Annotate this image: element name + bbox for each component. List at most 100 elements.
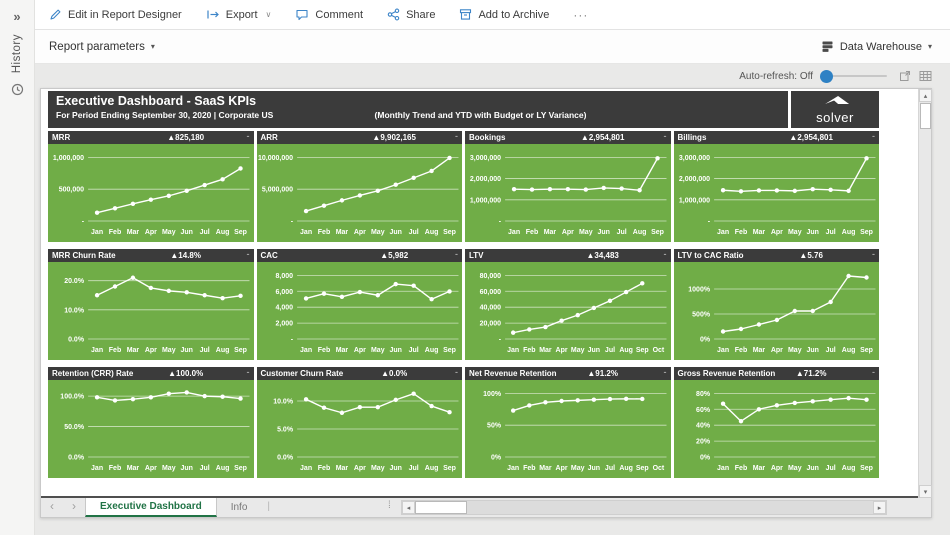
tile-menu[interactable]: - — [872, 131, 875, 141]
svg-text:Jun: Jun — [180, 347, 192, 354]
svg-text:Feb: Feb — [734, 347, 746, 354]
tabs-prev-icon[interactable]: ‹ — [50, 499, 54, 513]
tile-chart: 100% 50% 0% Jan Feb Mar Apr May Jun Jul Aug Sep Oct — [483, 391, 667, 472]
tile-menu[interactable]: - — [246, 367, 250, 377]
tile-menu[interactable]: - — [455, 367, 458, 377]
comment-button[interactable]: Comment — [295, 8, 363, 21]
svg-text:Jan: Jan — [91, 229, 103, 236]
svg-text:Mar: Mar — [127, 229, 140, 236]
svg-text:Feb: Feb — [317, 347, 329, 354]
tile-menu[interactable]: - — [872, 249, 875, 259]
tile-menu[interactable]: - — [663, 249, 667, 259]
tile-kpi-value: ▲2,954,801 — [789, 133, 833, 142]
history-label[interactable]: History — [11, 34, 23, 74]
svg-text:May: May — [579, 229, 593, 236]
svg-text:Aug: Aug — [424, 229, 438, 236]
data-source-selector[interactable]: Data Warehouse ▾ — [821, 40, 932, 53]
tile-header: ARR ▲9,902,165 - — [256, 131, 462, 144]
svg-text:Aug: Aug — [216, 347, 230, 354]
svg-text:Jul: Jul — [408, 465, 418, 472]
svg-text:May: May — [370, 229, 384, 236]
horizontal-scrollbar[interactable]: ◂ ▸ — [401, 500, 887, 515]
kpi-tile: LTV to CAC Ratio ▲5.76 - 1000% 500% 0% Jan Feb M… — [673, 249, 879, 360]
svg-text:Mar: Mar — [335, 465, 348, 472]
export-button[interactable]: Export ∨ — [206, 8, 271, 21]
tile-menu[interactable]: - — [455, 249, 458, 259]
splitter-handle[interactable]: ⁞ — [388, 500, 391, 511]
svg-text:Mar: Mar — [544, 229, 557, 236]
report-canvas: Executive Dashboard - SaaS KPIs For Peri… — [41, 89, 918, 498]
svg-text:May: May — [787, 229, 801, 236]
share-button[interactable]: Share — [387, 8, 435, 21]
svg-text:Jun: Jun — [588, 347, 600, 354]
svg-text:Apr: Apr — [556, 347, 568, 354]
scroll-up-icon[interactable]: ▴ — [919, 89, 932, 102]
svg-text:Jan: Jan — [300, 347, 312, 354]
kpi-tile: MRR Churn Rate ▲14.8% - 20.0% 10.0% 0.0% Jan Fe… — [48, 249, 254, 360]
scroll-right-icon[interactable]: ▸ — [873, 501, 886, 514]
tile-menu[interactable]: - — [872, 367, 875, 377]
svg-text:0.0%: 0.0% — [277, 455, 294, 462]
tile-chart: 10.0% 5.0% 0.0% Jan Feb Mar Apr May Jun Jul Aug Sep — [273, 391, 458, 472]
tile-header: Billings ▲2,954,801 - — [673, 131, 879, 144]
svg-text:40%: 40% — [696, 423, 711, 430]
report-period: For Period Ending September 30, 2020 | C… — [56, 110, 274, 120]
tab-info[interactable]: Info — [217, 498, 262, 517]
tile-chart: 20.0% 10.0% 0.0% Jan Feb Mar Apr May Jun Jul Aug Se… — [64, 275, 250, 354]
tile-menu[interactable]: - — [455, 131, 458, 141]
slider-knob[interactable] — [820, 69, 833, 83]
tab-executive-dashboard[interactable]: Executive Dashboard — [85, 498, 217, 517]
svg-text:Mar: Mar — [752, 229, 765, 236]
svg-text:10,000,000: 10,000,000 — [257, 155, 292, 162]
svg-text:Sep: Sep — [443, 465, 456, 472]
popout-icon[interactable] — [899, 70, 911, 82]
svg-text:Feb: Feb — [109, 347, 121, 354]
tile-header: Net Revenue Retention ▲91.2% - — [465, 367, 671, 380]
vertical-scrollbar[interactable]: ▴ ▾ — [918, 89, 932, 498]
svg-text:Apr: Apr — [353, 465, 365, 472]
horizontal-scroll-thumb[interactable] — [415, 501, 467, 514]
edit-in-report-designer-button[interactable]: Edit in Report Designer — [49, 8, 182, 21]
svg-text:Sep: Sep — [443, 229, 456, 236]
tabs-next-icon[interactable]: › — [72, 499, 76, 513]
report-parameters-toggle[interactable]: Report parameters ▾ — [49, 41, 155, 53]
scroll-left-icon[interactable]: ◂ — [402, 501, 415, 514]
svg-text:Jul: Jul — [825, 347, 835, 354]
svg-text:20,000: 20,000 — [480, 321, 502, 328]
svg-text:Jun: Jun — [180, 229, 192, 236]
svg-text:-: - — [499, 337, 502, 344]
svg-text:Oct: Oct — [653, 465, 665, 472]
grid-view-icon[interactable] — [919, 70, 932, 82]
comment-label: Comment — [315, 8, 364, 21]
more-options-icon[interactable]: ··· — [573, 7, 589, 22]
svg-text:20.0%: 20.0% — [64, 278, 85, 285]
svg-text:Feb: Feb — [317, 229, 329, 236]
auto-refresh-slider[interactable] — [820, 69, 887, 83]
tile-menu[interactable]: - — [663, 131, 667, 141]
report-parameters-label: Report parameters — [49, 40, 145, 53]
chevron-down-icon: ▾ — [150, 42, 155, 51]
tile-kpi-value: ▲91.2% — [587, 369, 618, 378]
add-to-archive-button[interactable]: Add to Archive — [459, 8, 549, 21]
vertical-scroll-thumb[interactable] — [920, 103, 931, 129]
svg-text:-: - — [499, 219, 502, 226]
svg-text:Mar: Mar — [335, 229, 348, 236]
svg-text:Sep: Sep — [443, 347, 456, 354]
tile-title: CAC — [260, 251, 278, 260]
horizontal-scroll-track[interactable] — [467, 501, 873, 514]
tile-header: Retention (CRR) Rate ▲100.0% - — [48, 367, 254, 380]
chevron-down-icon: ▾ — [927, 42, 932, 51]
tile-title: Bookings — [469, 133, 506, 142]
tile-menu[interactable]: - — [246, 131, 250, 141]
svg-text:50.0%: 50.0% — [64, 424, 85, 431]
svg-text:Jul: Jul — [825, 229, 835, 236]
tile-menu[interactable]: - — [663, 367, 667, 377]
tile-menu[interactable]: - — [246, 249, 250, 259]
svg-text:2,000,000: 2,000,000 — [678, 176, 709, 183]
archive-box-icon — [460, 9, 472, 20]
expand-panel-icon[interactable]: » — [13, 9, 21, 24]
scroll-down-icon[interactable]: ▾ — [919, 485, 932, 498]
svg-text:Sep: Sep — [636, 347, 649, 354]
share-icon — [387, 8, 400, 21]
tile-header: Gross Revenue Retention ▲71.2% - — [673, 367, 879, 380]
